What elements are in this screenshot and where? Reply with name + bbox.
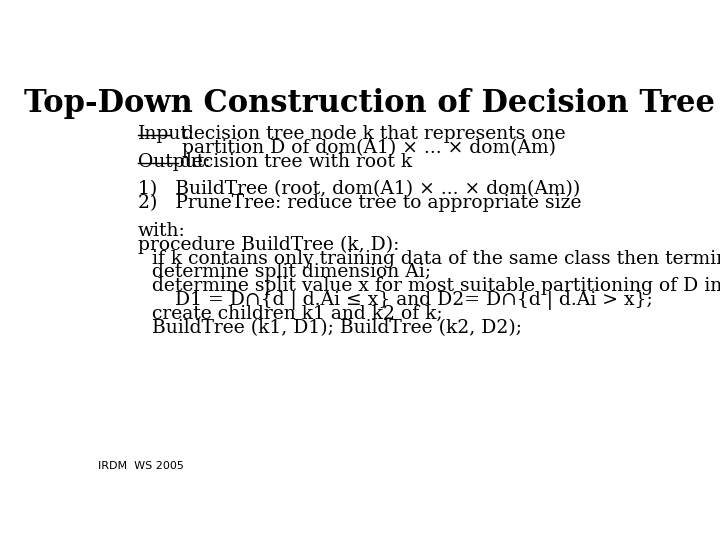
Text: decision tree node k that represents one: decision tree node k that represents one — [182, 125, 566, 143]
Text: with:: with: — [138, 222, 186, 240]
Text: Top-Down Construction of Decision Tree: Top-Down Construction of Decision Tree — [24, 88, 714, 119]
Text: determine split dimension Ai;: determine split dimension Ai; — [152, 264, 431, 281]
Text: 1)   BuildTree (root, dom(A1) × ... × dom(Am)): 1) BuildTree (root, dom(A1) × ... × dom(… — [138, 180, 580, 198]
Text: partition D of dom(A1) × ... × dom(Am): partition D of dom(A1) × ... × dom(Am) — [182, 139, 557, 157]
Text: procedure BuildTree (k, D):: procedure BuildTree (k, D): — [138, 236, 400, 254]
Text: determine split value x for most suitable partitioning of D into: determine split value x for most suitabl… — [152, 278, 720, 295]
Text: 2)   PruneTree: reduce tree to appropriate size: 2) PruneTree: reduce tree to appropriate… — [138, 194, 582, 212]
Text: IRDM  WS 2005: IRDM WS 2005 — [98, 461, 184, 471]
Text: BuildTree (k1, D1); BuildTree (k2, D2);: BuildTree (k1, D1); BuildTree (k2, D2); — [152, 319, 522, 337]
Text: decision tree with root k: decision tree with root k — [180, 153, 412, 171]
Text: D1 = D∩{d | d.Ai ≤ x} and D2= D∩{d | d.Ai > x};: D1 = D∩{d | d.Ai ≤ x} and D2= D∩{d | d.A… — [175, 291, 653, 310]
Text: create children k1 and k2 of k;: create children k1 and k2 of k; — [152, 305, 443, 323]
Text: if k contains only training data of the same class then terminate;: if k contains only training data of the … — [152, 249, 720, 268]
Text: Output:: Output: — [138, 153, 210, 171]
Text: Input:: Input: — [138, 125, 195, 143]
